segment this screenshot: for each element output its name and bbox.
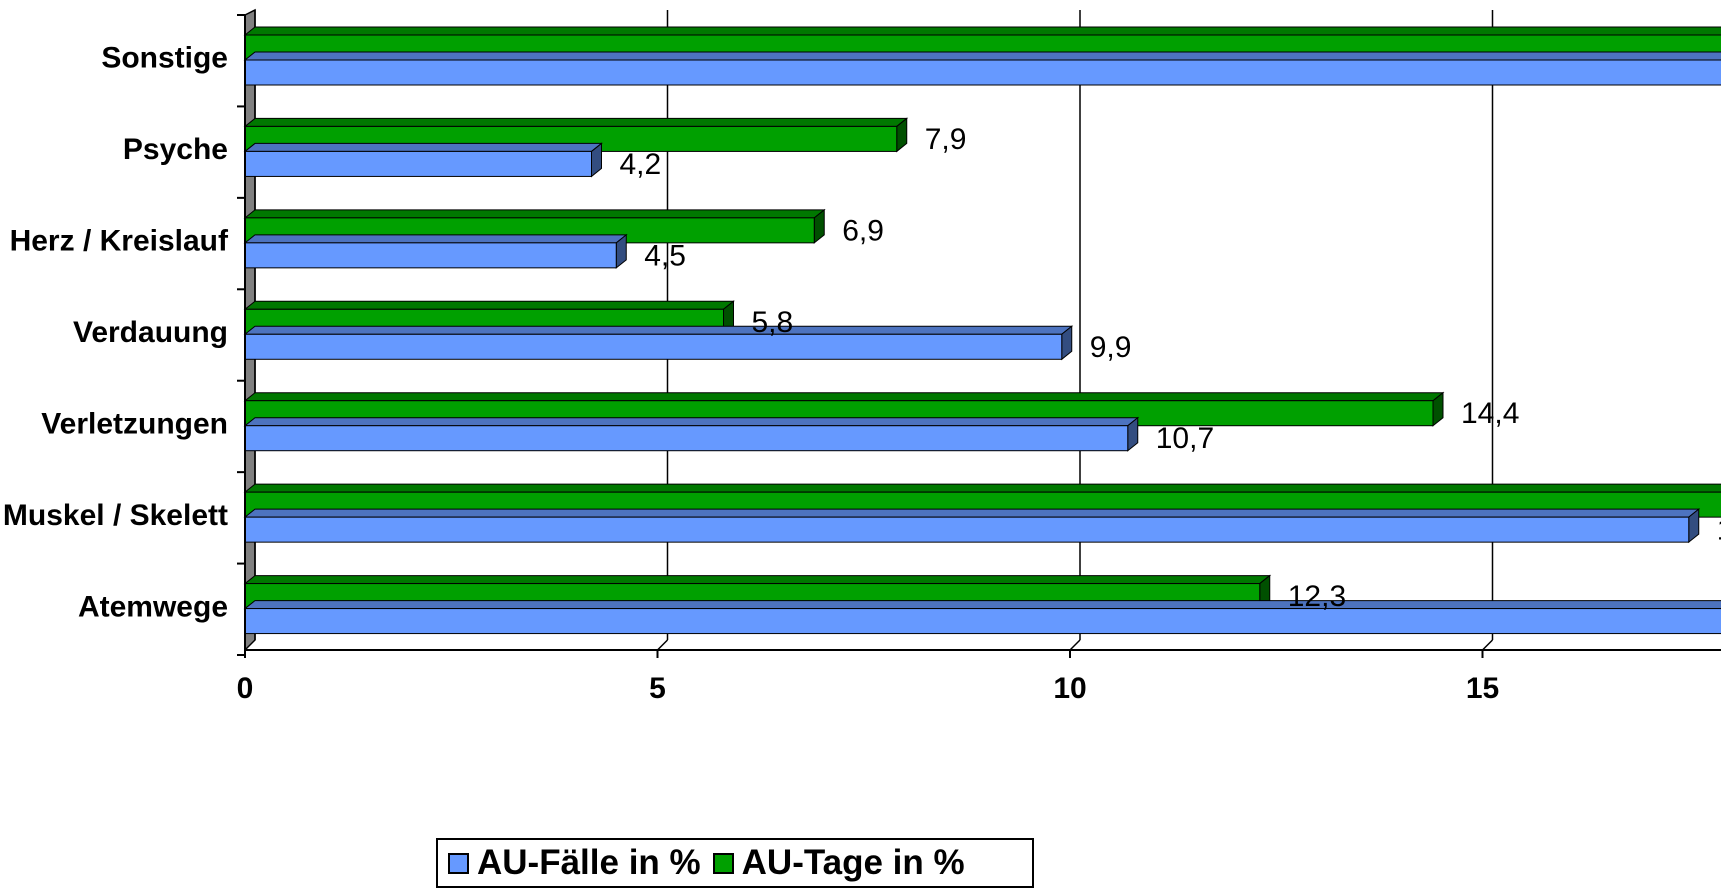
bar-au-faelle-4 bbox=[244, 425, 1129, 452]
bar-top-1-1 bbox=[243, 142, 603, 152]
x-tick-label-15: 15 bbox=[1466, 672, 1499, 705]
bar-top-0-0 bbox=[243, 26, 1721, 36]
bar-top-1-0 bbox=[243, 51, 1721, 61]
category-label-5: Muskel / Skelett bbox=[3, 499, 228, 532]
category-label-1: Psyche bbox=[123, 133, 228, 166]
category-label-4: Verletzungen bbox=[41, 407, 228, 440]
data-label-au-faelle-4: 10,7 bbox=[1156, 422, 1214, 455]
legend: AU-Fälle in % AU-Tage in % bbox=[436, 838, 1034, 888]
data-label-au-faelle-2: 4,5 bbox=[644, 239, 686, 272]
bar-au-faelle-2 bbox=[244, 242, 617, 269]
bar-top-0-2 bbox=[243, 209, 826, 219]
legend-label-au-tage: AU-Tage in % bbox=[741, 843, 965, 882]
bar-top-1-4 bbox=[243, 417, 1140, 427]
legend-swatch-au-faelle bbox=[448, 852, 469, 874]
x-tick-label-5: 5 bbox=[649, 672, 666, 705]
data-label-au-faelle-1: 4,2 bbox=[620, 148, 662, 181]
bar-top-1-6 bbox=[243, 600, 1721, 610]
data-label-au-tage-3: 5,8 bbox=[752, 306, 794, 339]
legend-label-au-faelle: AU-Fälle in % bbox=[477, 843, 701, 882]
bar-au-faelle-3 bbox=[244, 333, 1063, 360]
data-label-au-faelle-3: 9,9 bbox=[1090, 331, 1132, 364]
bar-top-0-3 bbox=[243, 300, 735, 310]
category-label-3: Verdauung bbox=[73, 316, 228, 349]
legend-item-au-tage: AU-Tage in % bbox=[712, 843, 965, 883]
bar-top-0-6 bbox=[243, 575, 1272, 585]
data-label-au-tage-4: 14,4 bbox=[1461, 397, 1519, 430]
category-labels: Sonstige Psyche Herz / Kreislauf Verdauung V… bbox=[3, 42, 229, 624]
data-labels: 28,929,77,94,26,94,55,89,914,410,723,817… bbox=[620, 123, 1721, 613]
bar-au-faelle-0 bbox=[244, 59, 1721, 86]
bar-au-faelle-6 bbox=[244, 608, 1721, 635]
legend-swatch-au-tage bbox=[712, 852, 734, 874]
bar-top-1-3 bbox=[243, 325, 1074, 335]
axes bbox=[237, 14, 1721, 658]
bar-au-faelle-1 bbox=[244, 150, 592, 177]
bar-top-1-2 bbox=[243, 234, 628, 244]
legend-item-au-faelle: AU-Fälle in % bbox=[448, 843, 701, 883]
gridline-floor-5 bbox=[656, 639, 669, 651]
bar-top-0-4 bbox=[243, 392, 1445, 402]
bar-top-1-5 bbox=[243, 508, 1701, 518]
data-label-au-tage-6: 12,3 bbox=[1288, 580, 1346, 613]
bar-top-0-5 bbox=[243, 483, 1721, 493]
gridline-floor-10 bbox=[1069, 639, 1081, 651]
plot-back-wall bbox=[245, 10, 1721, 640]
x-tick-label-10: 10 bbox=[1053, 672, 1086, 705]
category-label-2: Herz / Kreislauf bbox=[10, 225, 229, 258]
category-label-6: Atemwege bbox=[78, 590, 228, 623]
gridline-floor-15 bbox=[1481, 639, 1494, 651]
bar-top-0-1 bbox=[243, 117, 909, 127]
data-label-au-tage-2: 6,9 bbox=[842, 214, 884, 247]
x-tick-label-0: 0 bbox=[237, 672, 254, 705]
data-label-au-faelle-5: 17,5 bbox=[1717, 514, 1721, 547]
bars bbox=[243, 26, 1721, 635]
category-label-0: Sonstige bbox=[101, 42, 228, 75]
data-label-au-tage-1: 7,9 bbox=[925, 123, 967, 156]
tick-labels: 051015202530 bbox=[237, 672, 1500, 705]
bar-au-faelle-5 bbox=[244, 516, 1690, 543]
